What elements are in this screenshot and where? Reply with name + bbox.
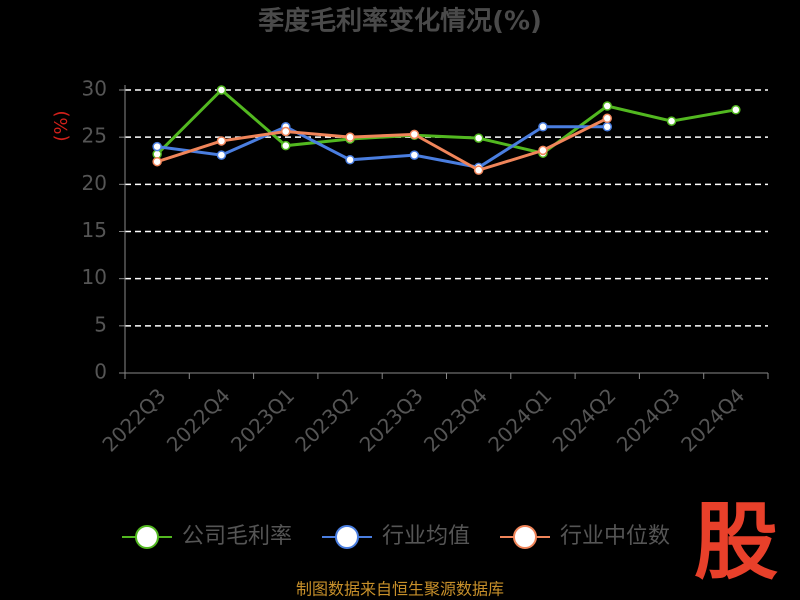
data-point [473,165,484,175]
y-axis-label: (%) [51,110,72,141]
data-point [152,141,162,152]
data-point [152,156,162,167]
data-point [538,122,548,132]
data-point [216,136,227,146]
data-point [409,150,420,160]
logo: 股 [694,493,778,591]
y-tick-label: 0 [94,360,107,384]
data-point [281,126,291,137]
series-line [156,87,737,156]
data-point [538,145,548,156]
legend-label: 公司毛利率 [182,524,292,549]
y-tick-label: 5 [94,312,107,336]
data-point [345,132,355,142]
data-point [602,101,612,111]
data-point [409,129,420,140]
data-point [345,155,355,165]
legend-label: 行业中位数 [560,524,670,549]
y-tick-label: 25 [82,124,107,148]
y-tick-label: 30 [82,77,107,101]
data-point [666,116,677,126]
data-point [216,85,227,95]
y-tick-label: 15 [82,218,107,242]
y-tick-label: 10 [82,265,107,289]
data-point [602,122,612,132]
y-tick-label: 20 [82,171,107,195]
legend-label: 行业均值 [382,524,470,549]
legend-marker [513,525,537,549]
chart-title: 季度毛利率变化情况(%) [258,6,542,37]
series-line [156,116,608,172]
data-point [281,140,291,151]
source-note: 制图数据来自恒生聚源数据库 [296,580,504,599]
data-point [473,133,484,143]
legend-marker [335,525,359,549]
data-point [602,113,612,124]
data-point [216,150,227,160]
series-line [156,125,608,169]
legend-marker [135,525,159,549]
data-point [731,105,741,115]
